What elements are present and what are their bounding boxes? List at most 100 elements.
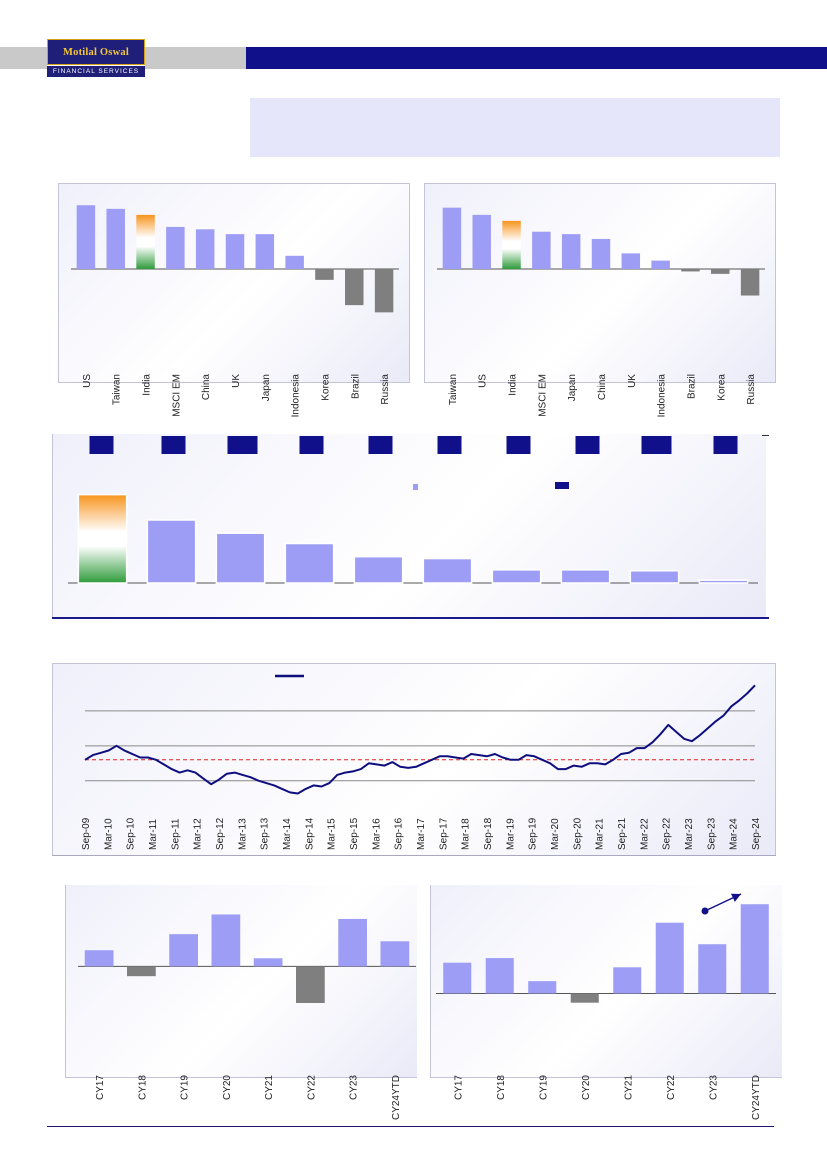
bar-cy24ytd xyxy=(740,904,769,994)
bar-cy19 xyxy=(528,981,557,994)
logo-wordmark: Motilal Oswal xyxy=(47,39,145,65)
tick-label: CY21 xyxy=(623,1075,634,1100)
x-tick-label: Sep-17 xyxy=(438,817,449,850)
bar-taiwan xyxy=(106,208,125,270)
tick-label: Japan xyxy=(261,374,272,401)
x-tick-label: Mar-11 xyxy=(148,819,159,850)
bar-chart-6: CY17 CY18 CY19 CY20 CY21 CY22 CY23 CY24YTD xyxy=(436,893,776,1120)
panel-3-tick xyxy=(762,435,769,436)
x-tick-label: Sep-23 xyxy=(706,817,717,850)
tick-label: Indonesia xyxy=(291,374,302,418)
tick-label: US xyxy=(82,374,93,388)
bar-cy18 xyxy=(127,966,156,977)
x-tick-label: Sep-09 xyxy=(81,817,92,850)
tick-label: Taiwan xyxy=(112,374,123,405)
bar-item-2 xyxy=(146,519,197,584)
bar-chart-3 xyxy=(68,436,758,584)
bar-chart-5: CY17 CY18 CY19 CY20 CY21 CY22 CY23 CY24YTD xyxy=(78,914,416,1120)
tick-label: Taiwan xyxy=(448,374,459,405)
tick-label: Brazil xyxy=(686,374,697,399)
x-tick-label: Mar-14 xyxy=(282,818,293,850)
x-tick-label: Sep-16 xyxy=(394,817,405,850)
header-box xyxy=(506,436,531,454)
x-tick-label: Mar-16 xyxy=(371,818,382,850)
tick-label: China xyxy=(597,374,608,401)
chart-panel-2: Taiwan US India MSCI EM Japan China UK Indonesi… xyxy=(424,183,776,417)
tick-label: MSCI EM xyxy=(537,374,548,417)
bar-china xyxy=(195,229,215,270)
x-tick-label: Sep-15 xyxy=(349,817,360,850)
bar-taiwan xyxy=(442,207,462,270)
tick-label: Japan xyxy=(567,374,578,401)
x-tick-label: Sep-21 xyxy=(617,817,628,850)
bar-india xyxy=(136,214,155,270)
x-tick-label: Sep-22 xyxy=(662,817,673,850)
bar-cy19 xyxy=(169,934,198,967)
bar-cy20 xyxy=(570,993,599,1003)
logo-subtitle: FINANCIAL SERVICES xyxy=(47,66,145,77)
tick-label: CY24YTD xyxy=(391,1075,402,1120)
tick-label: UK xyxy=(231,374,242,388)
bar-uk xyxy=(621,253,641,270)
tick-label: CY20 xyxy=(222,1075,233,1100)
bar-chart-1: US Taiwan India MSCI EM China UK Japan Indonesi… xyxy=(71,205,399,417)
x-tick-label: Sep-11 xyxy=(170,818,181,850)
footer-rule xyxy=(47,1126,774,1127)
bar-cy17 xyxy=(84,950,114,967)
x-tick-label: Mar-23 xyxy=(684,818,695,850)
tick-label: India xyxy=(508,374,519,396)
x-tick-label: Mar-10 xyxy=(103,818,114,850)
x-tick-label: Sep-14 xyxy=(304,817,315,850)
tick-label: UK xyxy=(627,374,638,388)
bar-item-3 xyxy=(215,532,266,584)
bar-china xyxy=(591,238,611,270)
tick-label: Indonesia xyxy=(657,374,668,418)
tick-label: CY17 xyxy=(95,1075,106,1100)
panel-3-rule xyxy=(52,617,769,619)
bar-cy17 xyxy=(443,962,472,994)
tick-label: CY23 xyxy=(708,1075,719,1100)
header-box xyxy=(641,436,672,454)
header-box xyxy=(89,436,114,454)
bar-msci-em xyxy=(166,226,185,270)
chart-panel-6: CY17 CY18 CY19 CY20 CY21 CY22 CY23 CY24YTD xyxy=(430,885,782,1120)
chart-panel-1: US Taiwan India MSCI EM China UK Japan Indonesi… xyxy=(58,183,410,417)
tick-label: CY18 xyxy=(137,1075,148,1100)
x-tick-label: Mar-17 xyxy=(416,818,427,850)
tick-label: Brazil xyxy=(350,374,361,399)
bar-item-8 xyxy=(560,569,611,584)
bar-brazil xyxy=(681,269,700,272)
panel-4-rule xyxy=(52,855,776,856)
chart-panel-5: CY17 CY18 CY19 CY20 CY21 CY22 CY23 CY24YTD xyxy=(65,885,417,1120)
header-box xyxy=(227,436,258,454)
bar-india xyxy=(502,220,521,270)
tick-label: CY17 xyxy=(453,1075,464,1100)
bar-korea xyxy=(711,269,730,274)
header-box xyxy=(437,436,462,454)
tick-label: CY22 xyxy=(666,1075,677,1100)
x-tick-label: Sep-19 xyxy=(528,817,539,850)
bar-cy22 xyxy=(655,922,684,994)
header-box xyxy=(368,436,393,454)
bar-japan xyxy=(255,234,275,270)
bar-russia xyxy=(374,269,394,313)
x-tick-label: Sep-13 xyxy=(260,817,271,850)
chart-panel-4: Sep-09 Mar-10 Sep-10 Mar-11 Sep-11 Mar-12 Sep-… xyxy=(52,663,776,856)
header-box xyxy=(299,436,324,454)
x-tick-label: Sep-10 xyxy=(126,817,137,850)
bar-indonesia xyxy=(651,260,670,270)
tick-label: CY21 xyxy=(264,1075,275,1100)
x-tick-label: Sep-18 xyxy=(483,817,494,850)
bar-cy21 xyxy=(253,958,283,967)
tick-label: CY19 xyxy=(180,1075,191,1100)
chart-panel-3 xyxy=(52,434,766,617)
bar-indonesia xyxy=(285,255,304,270)
x-tick-label: Mar-15 xyxy=(327,818,338,850)
tick-label: CY18 xyxy=(496,1075,507,1100)
tick-label: CY24YTD xyxy=(751,1075,762,1120)
bar-item-5 xyxy=(353,555,404,584)
bar-item-4 xyxy=(284,542,335,584)
header-box xyxy=(575,436,600,454)
bar-cy22 xyxy=(296,966,325,1004)
x-tick-label: Sep-12 xyxy=(215,817,226,850)
